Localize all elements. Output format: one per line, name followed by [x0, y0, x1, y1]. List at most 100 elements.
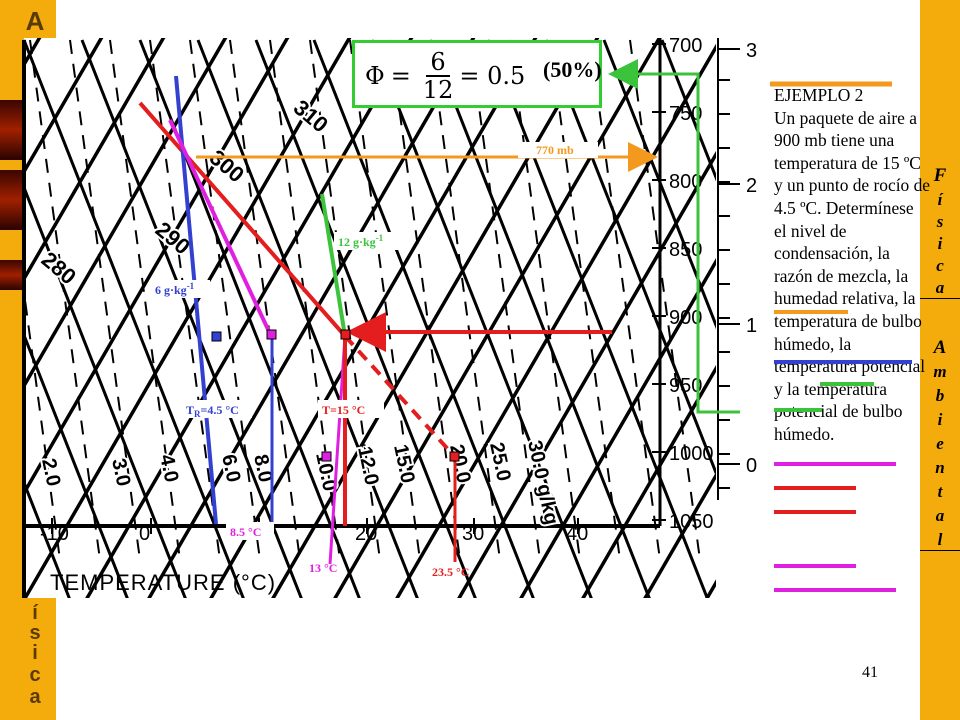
phi-symbol: Φ [365, 62, 385, 90]
percent-label: (50%) [543, 57, 602, 82]
background-lines [0, 38, 716, 600]
photo-fragment [0, 260, 26, 290]
t-label: T=15 °C [322, 403, 365, 417]
pressure-tick-label: 1000 [669, 443, 714, 465]
sidebar-char: a [29, 686, 41, 708]
example-text-block: EJEMPLO 2 Un paquete de aire a 900 mb ti… [774, 84, 930, 446]
x-tick-label: 20 [355, 523, 377, 545]
td-label-bg [182, 400, 252, 418]
pressure-tick-label: 700 [669, 35, 702, 57]
x-tick-label: 0 [139, 523, 150, 545]
pressure-tick-label: 750 [669, 103, 702, 125]
mixing-ratio-background-line [109, 39, 181, 561]
mixing-ratio-background-line [509, 39, 581, 561]
equals-sign: = [390, 62, 411, 90]
dry-adiabat-background-line [196, 39, 419, 598]
height-axis-ticks: 3 2 1 0 [718, 40, 757, 489]
mix12-label-bg [334, 232, 404, 250]
mix12-label: 12 g·kg-1 [338, 233, 384, 249]
mixing-ratio-background-line [349, 39, 421, 561]
theta-w-label: 13 °C [309, 561, 337, 575]
fraction-numerator: 6 [426, 49, 450, 77]
sidebar-char: c [29, 664, 41, 686]
mixing-ratio-12-line [320, 193, 347, 337]
vertical-title-char: i [937, 234, 943, 253]
sidebar-char: i [32, 642, 38, 664]
mixing-ratio-background-line [589, 39, 661, 561]
height-tick-label: 0 [746, 455, 757, 477]
sidebar-char: í [32, 602, 38, 624]
mixing-ratio-background-line [429, 39, 501, 561]
isotherm-line [395, 43, 716, 598]
dry-adiabat-background-line [24, 478, 71, 598]
isotherm-line [271, 38, 600, 598]
dew-point-marker [211, 331, 222, 342]
wetbulb-label-bg [226, 522, 274, 540]
isotherm-line [147, 38, 476, 598]
vertical-title-char: m [933, 362, 947, 381]
photo-fragment [0, 170, 26, 230]
right-decorative-strip: F í s i c a A m b i e n t a l [920, 0, 960, 720]
mixing-ratio-background-line [69, 39, 141, 561]
isotherm-line [457, 150, 716, 598]
pressure-tick-label: 800 [669, 171, 702, 193]
theta-w-drop-line [328, 335, 347, 565]
mixing-ratio-background-line [0, 40, 20, 560]
pressure-tick-label: 900 [669, 307, 702, 329]
dry-adiabat-background-line [544, 39, 716, 477]
wetbulb-label: 8.5 °C [230, 525, 261, 539]
sidebar-char: A [25, 6, 45, 36]
lcl-label: 770 mb [536, 143, 574, 157]
theta-marker [449, 451, 460, 462]
height-tick-label: 2 [746, 175, 757, 197]
mixing-ratio-background-line [469, 39, 541, 561]
mixing-ratio-background-line [389, 39, 461, 561]
pressure-tick-label: 950 [669, 375, 702, 397]
fraction: 6 12 [423, 49, 454, 103]
wet-bulb-line [168, 119, 274, 339]
pressure-tick-label: 850 [669, 239, 702, 261]
x-tick-label: -10 [40, 523, 69, 545]
pressure-tick-label: 1050 [669, 511, 714, 533]
isotherm-line [24, 38, 290, 497]
vertical-title-char: e [936, 434, 944, 453]
vertical-title-char: A [933, 337, 947, 358]
mixing-ratio-background-line [229, 39, 301, 561]
td-label: TR=4.5 °C [186, 403, 239, 419]
rh-connector-line [684, 72, 740, 414]
vertical-title-char: b [935, 386, 945, 405]
vertical-title-char: í [937, 190, 943, 209]
dry-adiabat-background-line [24, 39, 245, 598]
example-title: EJEMPLO 2 [774, 85, 864, 105]
mixing-ratio-background-line [629, 39, 701, 561]
t-label-bg [318, 400, 384, 418]
mixing-ratio-background-line [269, 39, 341, 561]
vertical-title-char: t [937, 482, 943, 501]
isotherm-line [581, 365, 716, 598]
vertical-title-char: l [920, 530, 960, 551]
vertical-title-char: n [935, 458, 945, 477]
vertical-title-char: i [937, 410, 943, 429]
pressure-axis-ticks: 700 750 800 850 900 950 1000 1050 [652, 35, 714, 533]
dry-adiabat-background-line [602, 39, 716, 330]
dry-adiabat-background-line [0, 40, 12, 600]
x-tick-label: 30 [462, 523, 484, 545]
dry-adiabat-line [138, 101, 347, 338]
vertical-title-char: F [933, 165, 947, 186]
mixing-ratio-background-line [149, 39, 221, 561]
height-tick-label: 1 [746, 315, 757, 337]
relative-humidity-formula: Φ = 6 12 = 0.5 [365, 49, 525, 103]
photo-fragment [0, 100, 26, 160]
mixing-ratio-background-line [549, 39, 621, 561]
dry-adiabat-background-line [24, 331, 129, 598]
dry-adiabat-background-line [312, 39, 535, 598]
vertical-title-char: a [920, 278, 960, 299]
isotherm-line [333, 38, 662, 598]
dry-adiabat-background-line [24, 183, 187, 598]
formula-result: = 0.5 [459, 62, 526, 90]
theta-label: 23.5 °C [432, 565, 469, 579]
page-number: 41 [862, 664, 878, 681]
dry-adiabat-background-line [370, 39, 593, 598]
mixing-ratio-background-line [29, 39, 101, 561]
